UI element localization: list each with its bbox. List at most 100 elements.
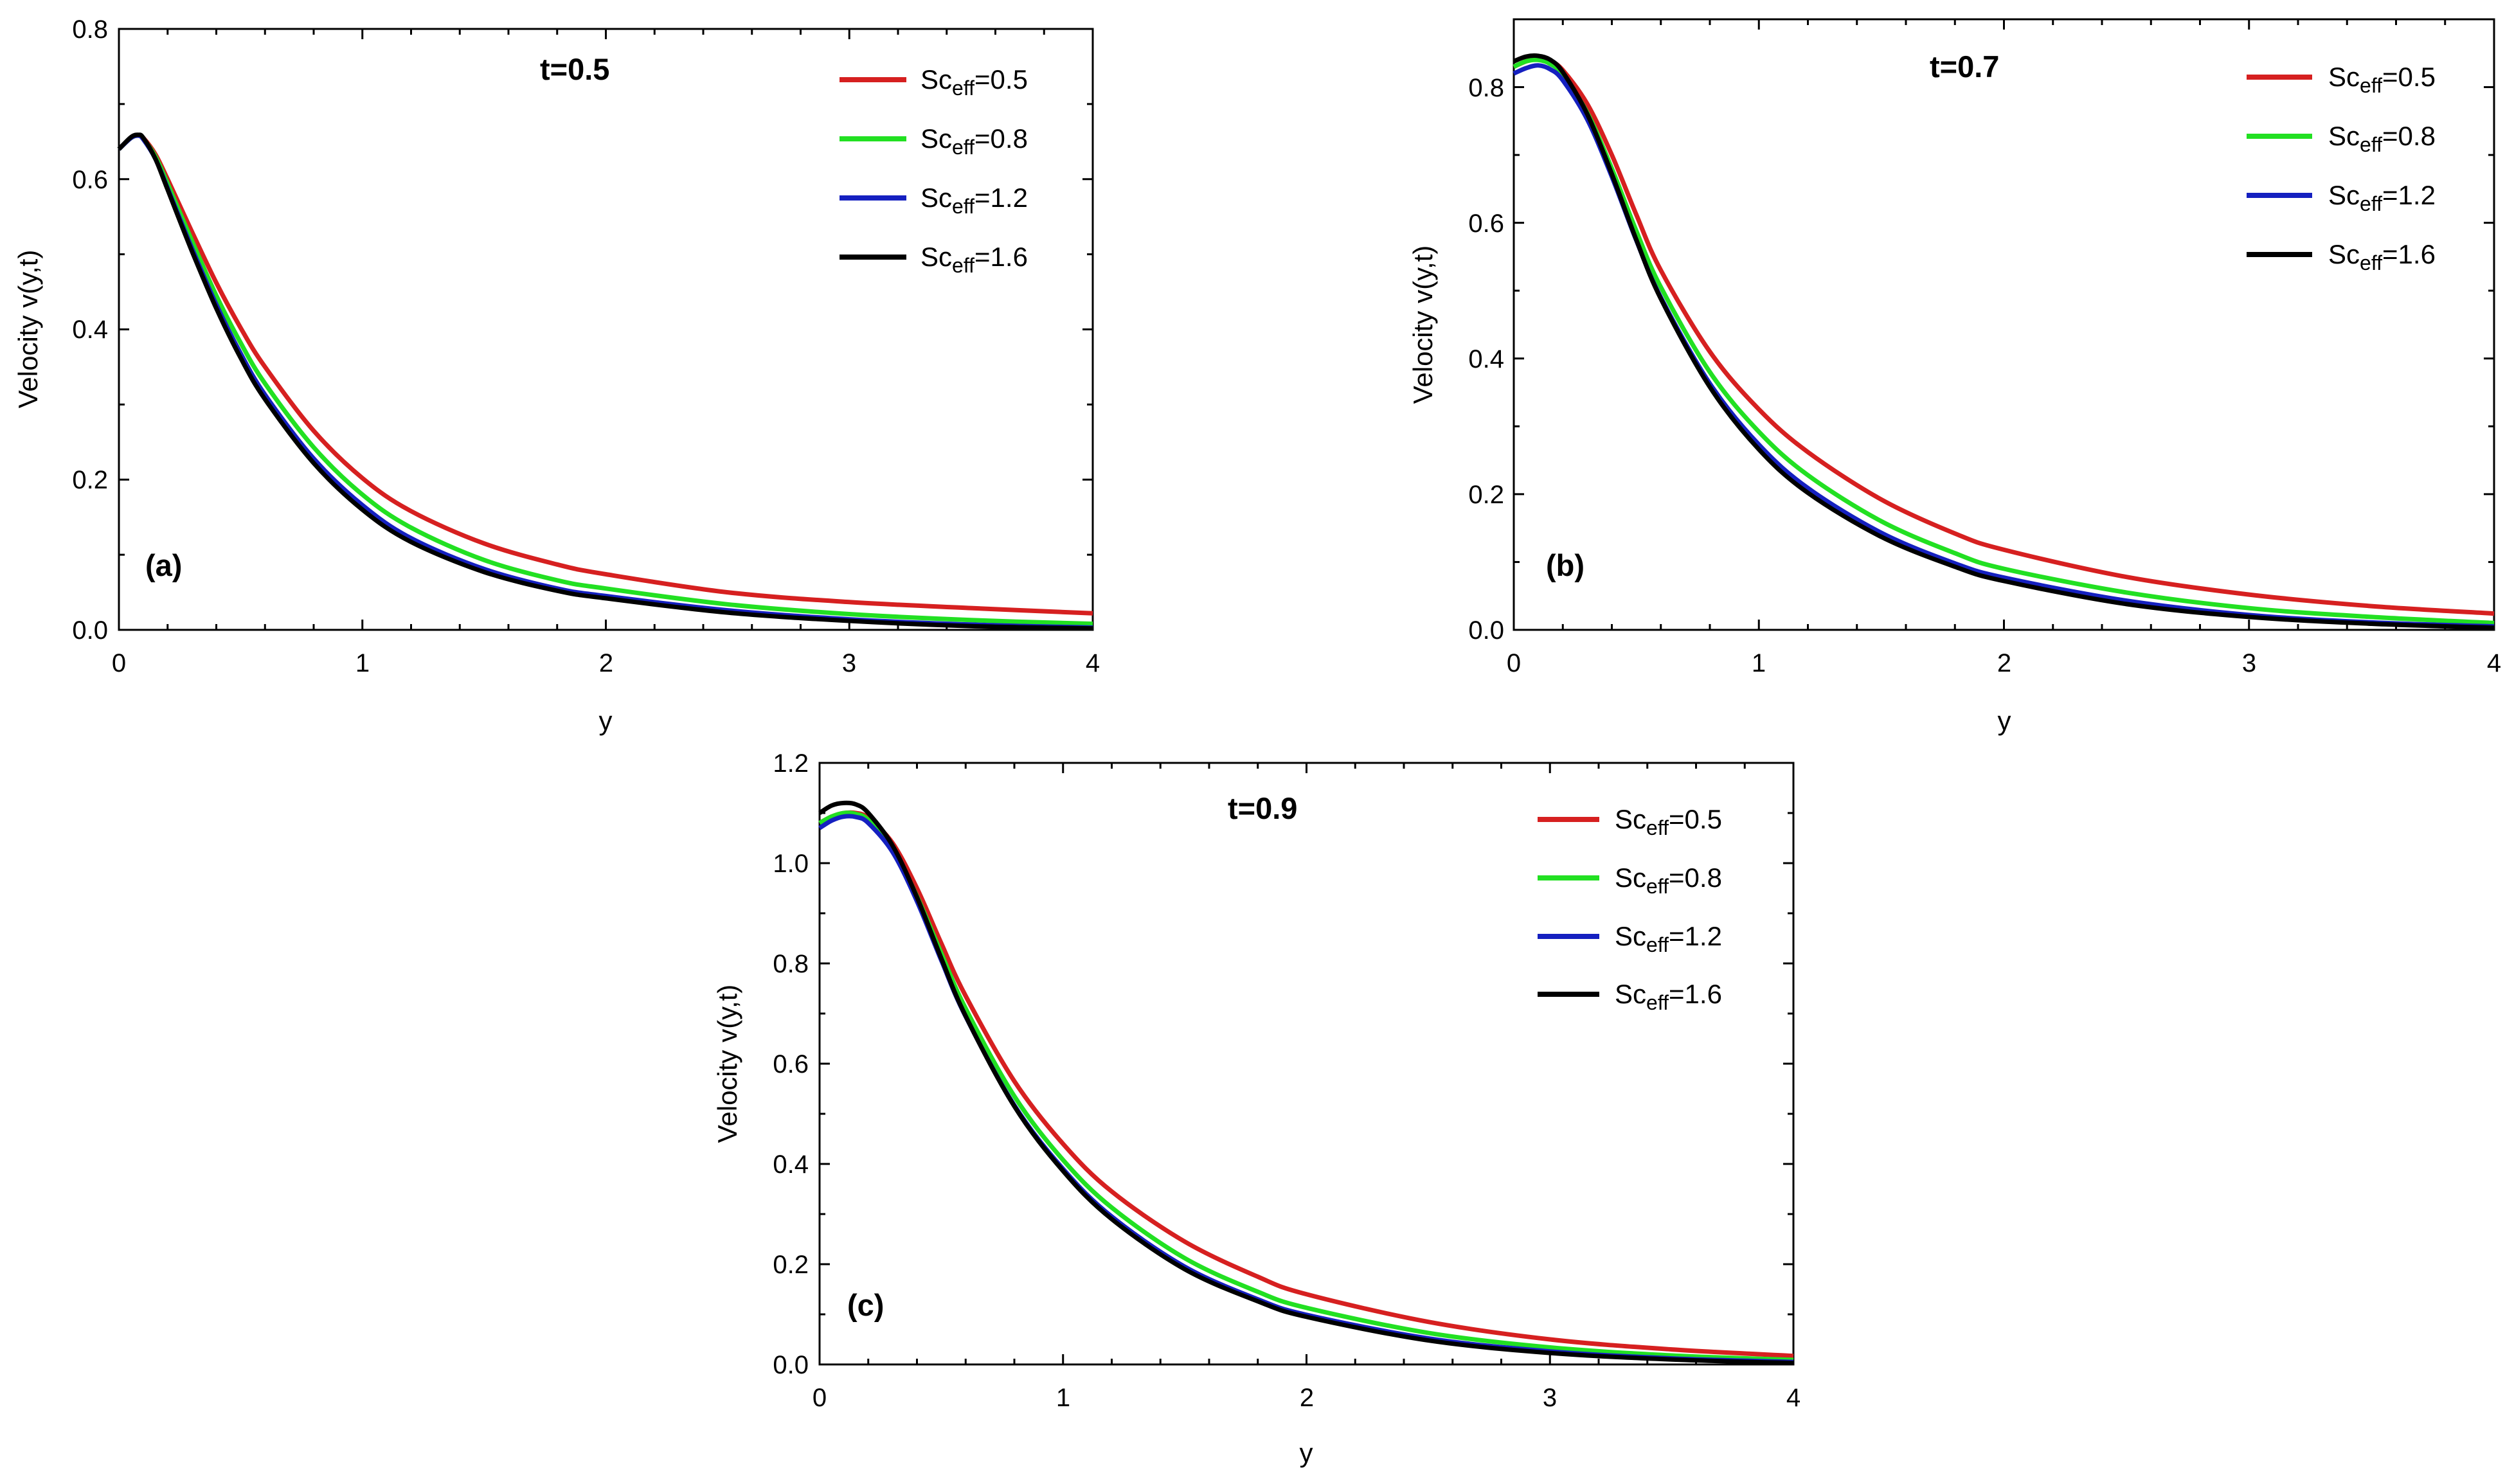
legend-entry: Sceff=0.8 [1615,863,1722,898]
y-tick-label: 0.8 [72,15,108,44]
legend-entry: Sceff=1.6 [920,242,1028,277]
legend-main: Sc [920,242,952,272]
legend-subscript: eff [2360,74,2382,97]
series-line-sc-eff-1-6 [1513,53,2495,630]
y-tick-label: 0.4 [773,1150,809,1179]
legend-value: =1.2 [1669,921,1722,951]
y-tick-label: 0.0 [72,616,108,645]
x-tick-label: 3 [1543,1384,1557,1412]
time-label: t=0.9 [1228,791,1297,825]
legend-value: =1.2 [974,183,1028,213]
legend-value: =0.5 [2382,62,2436,92]
x-tick-label: 0 [813,1384,827,1412]
y-tick-label: 0.8 [773,950,809,978]
y-tick-label: 0.4 [72,316,108,344]
legend: Sceff=0.5 Sceff=0.8 Sceff=1.2 Sceff=1.6 [2247,62,2436,274]
legend-main: Sc [920,123,952,154]
x-axis-label: y [1998,706,2011,736]
legend-value: =0.8 [1669,863,1722,893]
x-tick-label: 4 [2487,649,2501,677]
plot-frame-c [818,762,1795,1366]
legend-main: Sc [2328,180,2360,210]
x-tick-label: 2 [1997,649,2011,677]
x-tick-label: 0 [112,649,126,677]
time-label: t=0.5 [540,52,609,86]
series-lines-b [1513,53,2495,630]
panel-label: (c) [847,1288,884,1322]
legend-entry: Sceff=1.2 [920,183,1028,218]
legend: Sceff=0.5 Sceff=0.8 Sceff=1.2 Sceff=1.6 [1538,804,1722,1014]
legend-main: Sc [2328,121,2360,151]
legend-subscript: eff [952,254,974,277]
legend-main: Sc [2328,62,2360,92]
series-lines-c [818,800,1794,1366]
legend-entry: Sceff=0.8 [920,123,1028,159]
x-tick-label: 1 [355,649,370,677]
y-tick-label: 0.2 [72,466,108,494]
y-tick-label: 0.0 [773,1351,809,1379]
legend-main: Sc [920,183,952,213]
y-axis-label: Velocity v(y,t) [13,250,43,409]
legend-value: =0.5 [1669,804,1722,834]
x-tick-label: 0 [1507,649,1521,677]
x-axis-label: y [599,706,613,736]
x-tick-label: 4 [1086,649,1100,677]
x-tick-label: 2 [1300,1384,1314,1412]
legend-value: =1.6 [1669,979,1722,1009]
time-label: t=0.7 [1930,49,1999,84]
legend-subscript: eff [1646,875,1669,898]
legend-subscript: eff [952,136,974,159]
legend-entry: Sceff=0.5 [920,64,1028,100]
series-line-sc-eff-1-6 [818,800,1794,1366]
panel-b: 0.0 0.2 0.4 0.6 0.8 0 1 2 3 4 y Velocity… [1408,18,2501,736]
panel-c: 0.0 0.2 0.4 0.6 0.8 1.0 1.2 0 1 2 3 4 y … [712,749,1800,1468]
legend-value: =0.5 [974,64,1028,94]
legend-entry: Sceff=0.5 [2328,62,2436,97]
y-tick-label: 0.8 [1468,74,1504,102]
x-tick-label: 1 [1056,1384,1070,1412]
y-tick-label: 0.2 [1468,481,1504,509]
panel-label: (b) [1546,548,1585,582]
legend: Sceff=0.5 Sceff=0.8 Sceff=1.2 Sceff=1.6 [839,64,1028,277]
y-tick-label: 0.6 [72,166,108,194]
x-tick-label: 3 [842,649,856,677]
legend-main: Sc [1615,979,1646,1009]
legend-value: =1.2 [2382,180,2436,210]
x-tick-label: 2 [599,649,613,677]
legend-entry: Sceff=0.8 [2328,121,2436,156]
y-tick-label: 0.2 [773,1251,809,1279]
y-tick-label: 0.6 [773,1050,809,1078]
legend-entry: Sceff=1.6 [2328,239,2436,274]
legend-entry: Sceff=1.6 [1615,979,1722,1014]
legend-subscript: eff [952,76,974,100]
legend-subscript: eff [1646,933,1669,956]
y-tick-label: 1.2 [773,749,809,778]
y-axis-label: Velocity v(y,t) [712,985,742,1143]
y-tick-label: 1.0 [773,850,809,878]
legend-main: Sc [1615,804,1646,834]
legend-subscript: eff [2360,133,2382,156]
x-tick-label: 1 [1752,649,1766,677]
legend-subscript: eff [2360,251,2382,274]
y-tick-label: 0.4 [1468,345,1504,373]
legend-main: Sc [2328,239,2360,269]
series-line-sc-eff-1-6 [117,132,1093,631]
legend-entry: Sceff=1.2 [1615,921,1722,956]
y-axis-label: Velocity v(y,t) [1408,246,1438,404]
legend-subscript: eff [1646,991,1669,1014]
series-line-sc-eff-1-2 [1513,63,2495,629]
legend-subscript: eff [952,195,974,218]
y-tick-label: 0.6 [1468,210,1504,238]
x-tick-label: 4 [1786,1384,1800,1412]
legend-subscript: eff [1646,816,1669,839]
x-tick-label: 3 [2242,649,2256,677]
plot-frame-a [118,28,1094,631]
panel-a: 0.0 0.2 0.4 0.6 0.8 0 1 2 3 4 y Velocity… [13,15,1100,736]
panel-label: (a) [145,548,182,582]
y-tick-label: 0.0 [1468,616,1504,645]
legend-main: Sc [1615,921,1646,951]
legend-value: =1.6 [2382,239,2436,269]
legend-subscript: eff [2360,192,2382,215]
legend-entry: Sceff=0.5 [1615,804,1722,839]
